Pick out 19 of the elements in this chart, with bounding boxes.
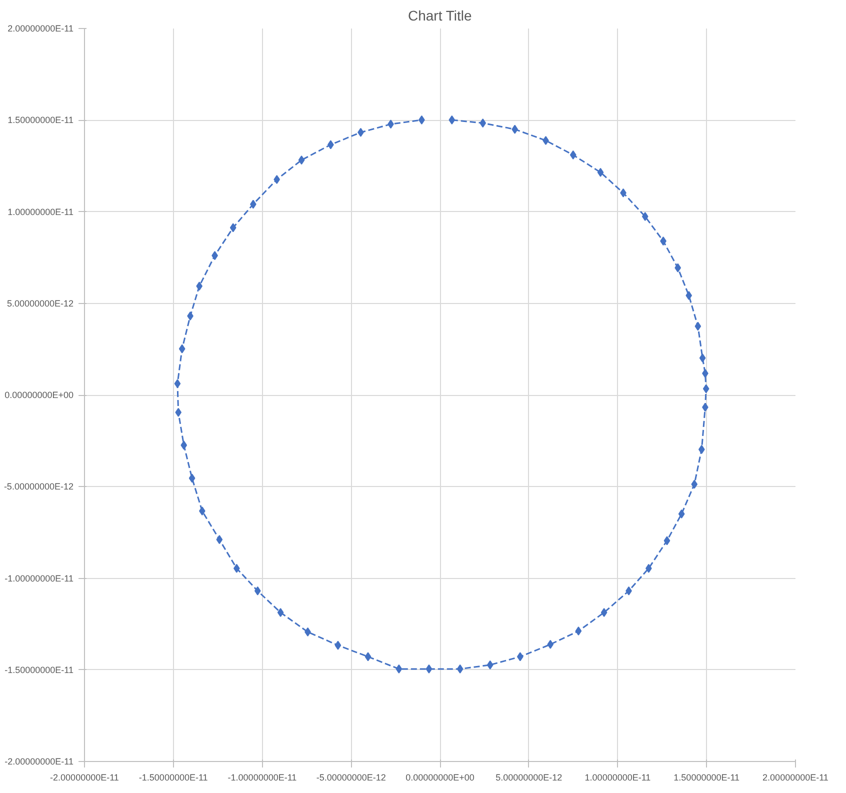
- x-tick-label: 2.00000000E-11: [762, 772, 828, 782]
- y-tick-label: -1.00000000E-11: [4, 573, 74, 584]
- x-tick-label: -1.50000000E-11: [138, 772, 208, 782]
- y-tick-label: -5.00000000E-12: [4, 482, 74, 492]
- y-tick-label: 0.00000000E+00: [4, 390, 74, 400]
- x-tick-label: 5.00000000E-12: [496, 772, 562, 782]
- x-tick-label: -2.00000000E-11: [50, 772, 119, 782]
- chart-title: Chart Title: [408, 8, 472, 24]
- y-tick-label: -2.00000000E-11: [4, 756, 74, 766]
- y-tick-label: 1.00000000E-11: [8, 206, 74, 217]
- y-tick-label: 5.00000000E-12: [6, 298, 74, 308]
- x-tick-label: 1.50000000E-11: [674, 772, 740, 782]
- y-tick-label: 1.50000000E-11: [8, 115, 74, 126]
- y-tick-label: 2.00000000E-11: [8, 24, 74, 34]
- x-tick-label: 0.00000000E+00: [406, 772, 474, 782]
- x-tick-label: 1.00000000E-11: [584, 772, 651, 782]
- x-tick-label: -5.00000000E-12: [316, 772, 386, 782]
- y-tick-label: -1.50000000E-11: [4, 664, 74, 675]
- x-tick-label: -1.00000000E-11: [228, 772, 297, 782]
